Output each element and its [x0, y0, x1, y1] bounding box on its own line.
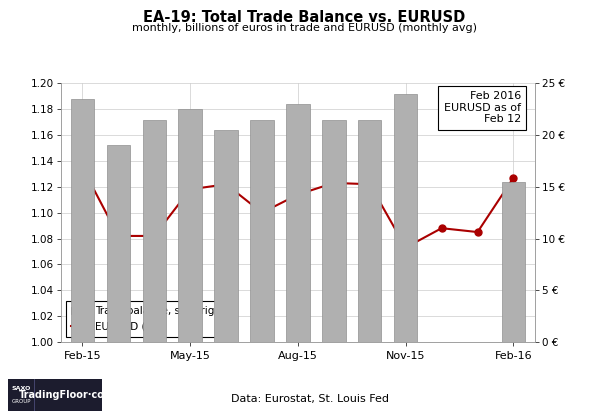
Text: SAXO: SAXO: [12, 386, 31, 391]
Bar: [215, 130, 238, 342]
Bar: [394, 94, 417, 342]
Bar: [106, 146, 130, 342]
Bar: [71, 99, 94, 342]
Legend: Trade balance, s.a. (right), EURUSD (left): Trade balance, s.a. (right), EURUSD (lef…: [66, 301, 235, 337]
Text: EA-19: Total Trade Balance vs. EURUSD: EA-19: Total Trade Balance vs. EURUSD: [143, 10, 465, 25]
Text: Data: Eurostat, St. Louis Fed: Data: Eurostat, St. Louis Fed: [231, 394, 389, 404]
Bar: [322, 120, 345, 342]
Bar: [286, 104, 309, 342]
Bar: [250, 120, 274, 342]
Text: GROUP: GROUP: [12, 399, 31, 404]
Bar: [142, 120, 166, 342]
Text: monthly, billions of euros in trade and EURUSD (monthly avg): monthly, billions of euros in trade and …: [131, 23, 477, 33]
Bar: [179, 109, 202, 342]
Bar: [502, 182, 525, 342]
Text: Feb 2016
EURUSD as of
Feb 12: Feb 2016 EURUSD as of Feb 12: [444, 91, 521, 124]
Text: TradingFloor·com: TradingFloor·com: [18, 390, 114, 400]
Bar: [358, 120, 381, 342]
